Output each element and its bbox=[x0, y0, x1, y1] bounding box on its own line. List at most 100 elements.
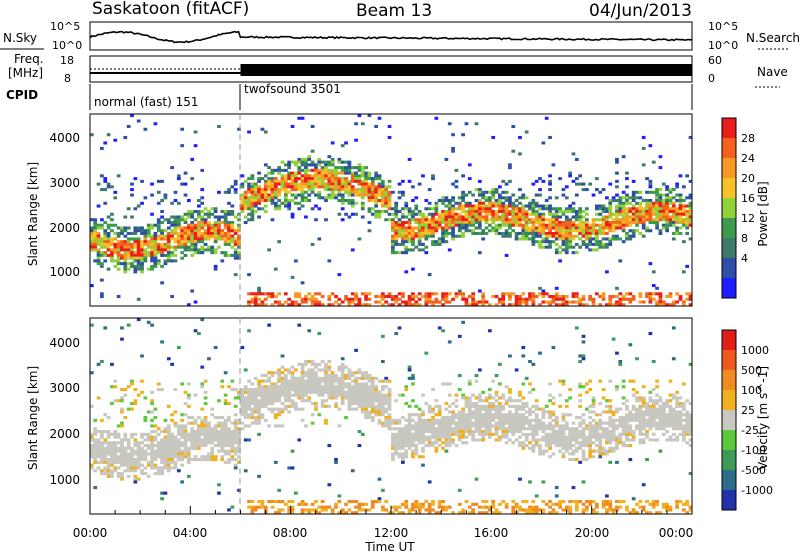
power-cell bbox=[210, 231, 215, 235]
velocity-cell bbox=[153, 407, 158, 411]
power-cell bbox=[113, 242, 118, 246]
power-cell bbox=[498, 300, 502, 304]
velocity-cell bbox=[487, 407, 492, 411]
velocity-cell bbox=[551, 452, 556, 456]
power-cell bbox=[133, 259, 138, 263]
velocity-cell bbox=[407, 424, 412, 428]
power-cell bbox=[451, 237, 455, 241]
power-cell bbox=[431, 229, 435, 233]
power-cell bbox=[424, 303, 429, 307]
velocity-cell bbox=[270, 505, 275, 509]
power-cell bbox=[504, 215, 509, 219]
power-cell bbox=[193, 237, 198, 241]
velocity-cell bbox=[337, 368, 342, 372]
power-cell bbox=[263, 190, 268, 194]
velocity-cell bbox=[411, 432, 415, 436]
velocity-cell bbox=[327, 368, 332, 372]
power-cell bbox=[146, 251, 151, 255]
velocity-cell bbox=[370, 399, 375, 403]
power-cell bbox=[598, 204, 603, 208]
velocity-cell bbox=[441, 382, 445, 386]
power-cell bbox=[431, 300, 435, 304]
power-cell bbox=[350, 185, 355, 189]
power-cell bbox=[357, 174, 362, 178]
power-cell bbox=[294, 182, 298, 186]
power-cell bbox=[477, 199, 482, 203]
power-cell bbox=[304, 179, 308, 183]
velocity-cell bbox=[110, 444, 114, 448]
velocity-cell bbox=[498, 418, 502, 422]
power-cell bbox=[407, 231, 412, 235]
power-cell bbox=[397, 210, 402, 214]
velocity-cell bbox=[183, 413, 188, 417]
power-cell bbox=[561, 220, 566, 225]
velocity-cell bbox=[280, 393, 285, 397]
velocity-cell bbox=[394, 444, 399, 448]
power-cell bbox=[330, 160, 335, 164]
power-cell bbox=[531, 229, 536, 233]
power-cell bbox=[635, 210, 639, 214]
velocity-cell bbox=[534, 421, 539, 425]
velocity-cell bbox=[307, 508, 312, 512]
power-cell bbox=[270, 199, 275, 203]
velocity-cell bbox=[163, 455, 168, 459]
power-cell bbox=[120, 245, 124, 249]
power-cell bbox=[90, 234, 94, 238]
power-cell bbox=[116, 259, 121, 263]
velocity-cell bbox=[360, 388, 365, 392]
power-cell bbox=[367, 297, 372, 301]
power-cell bbox=[370, 179, 375, 183]
velocity-cell bbox=[407, 446, 412, 450]
velocity-cell bbox=[471, 404, 476, 408]
velocity-cell bbox=[377, 413, 382, 417]
power-cell bbox=[364, 166, 368, 170]
power-cell bbox=[160, 215, 164, 219]
power-cell bbox=[421, 215, 425, 219]
power-cell bbox=[668, 207, 673, 211]
power-cell bbox=[146, 267, 151, 271]
power-cell bbox=[324, 174, 328, 178]
power-cell bbox=[514, 220, 519, 225]
velocity-cell bbox=[283, 399, 288, 403]
velocity-cell bbox=[401, 502, 405, 506]
velocity-cell bbox=[253, 393, 258, 397]
power-cell bbox=[561, 229, 566, 233]
velocity-cell bbox=[524, 511, 529, 515]
power-cell bbox=[334, 196, 338, 200]
velocity-cell bbox=[123, 438, 128, 442]
velocity-cell bbox=[260, 396, 265, 400]
power-cell bbox=[90, 218, 94, 222]
velocity-cell bbox=[447, 393, 452, 397]
power-cell bbox=[170, 295, 175, 299]
power-cell bbox=[608, 300, 613, 304]
velocity-cell bbox=[260, 393, 265, 397]
power-cell bbox=[374, 204, 379, 208]
velocity-cell bbox=[156, 455, 161, 459]
velocity-cell bbox=[210, 441, 215, 445]
power-cell bbox=[247, 303, 251, 307]
velocity-cell bbox=[270, 407, 275, 411]
velocity-cell bbox=[166, 452, 171, 456]
velocity-cell bbox=[444, 435, 449, 439]
power-cell bbox=[521, 292, 526, 296]
velocity-cell bbox=[354, 385, 358, 389]
velocity-cell bbox=[340, 382, 345, 386]
velocity-cell bbox=[90, 323, 94, 327]
power-cell bbox=[401, 234, 405, 238]
power-cell bbox=[411, 212, 415, 216]
power-cell bbox=[207, 248, 211, 252]
power-cell bbox=[397, 196, 402, 200]
velocity-cell bbox=[377, 421, 382, 425]
velocity-cell bbox=[113, 435, 118, 439]
velocity-cell bbox=[143, 438, 148, 442]
power-cell bbox=[498, 193, 502, 197]
power-cell bbox=[631, 215, 636, 219]
velocity-cell bbox=[233, 424, 238, 428]
velocity-cell bbox=[461, 424, 465, 428]
power-cell bbox=[96, 253, 101, 257]
power-cell bbox=[173, 218, 178, 222]
velocity-cell bbox=[334, 374, 338, 378]
velocity-cell bbox=[364, 382, 368, 386]
velocity-cell bbox=[457, 334, 462, 338]
power-cell bbox=[655, 199, 659, 203]
